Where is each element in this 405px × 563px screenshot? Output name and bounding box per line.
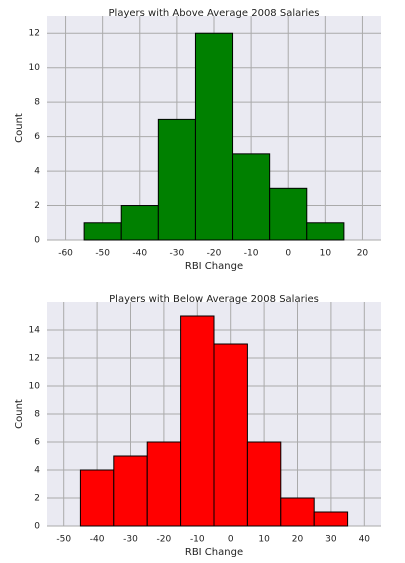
x-tick-label: 30 xyxy=(325,535,337,545)
y-tick-label: 4 xyxy=(34,466,40,476)
x-tick-label: -20 xyxy=(157,535,172,545)
y-tick-label: 12 xyxy=(29,354,40,364)
x-tick-label: 20 xyxy=(292,535,304,545)
bar xyxy=(146,441,182,527)
x-tick-label: -10 xyxy=(244,249,259,259)
x-tick-label: 40 xyxy=(359,535,371,545)
x-tick-label: -40 xyxy=(90,535,105,545)
y-tick-label: 10 xyxy=(29,382,41,392)
y-tick-label: 0 xyxy=(34,236,40,246)
x-tick-label: -10 xyxy=(190,535,205,545)
x-axis-label: RBI Change xyxy=(185,261,243,272)
x-tick-label: -50 xyxy=(95,249,110,259)
x-tick-label: 0 xyxy=(285,249,291,259)
y-tick-label: 10 xyxy=(29,63,41,73)
y-tick-label: 0 xyxy=(34,522,40,532)
y-axis-label: Count xyxy=(14,399,25,429)
x-tick-label: 0 xyxy=(228,535,234,545)
x-tick-label: -20 xyxy=(207,249,222,259)
bar xyxy=(79,469,115,527)
x-tick-label: 10 xyxy=(320,249,332,259)
y-tick-label: 6 xyxy=(34,438,40,448)
y-tick-label: 6 xyxy=(34,132,40,142)
y-tick-label: 2 xyxy=(34,201,40,211)
bar xyxy=(246,441,282,527)
bar xyxy=(232,153,271,241)
y-tick-label: 12 xyxy=(29,29,40,39)
x-tick-label: -30 xyxy=(123,535,138,545)
bar xyxy=(280,497,315,527)
x-tick-label: 20 xyxy=(357,249,369,259)
bar xyxy=(113,455,148,527)
bar xyxy=(306,222,345,241)
bar xyxy=(157,118,196,241)
bar xyxy=(313,511,349,527)
x-tick-label: 10 xyxy=(258,535,270,545)
y-tick-label: 8 xyxy=(34,410,40,420)
bar xyxy=(120,205,159,241)
bar xyxy=(194,32,234,241)
chart-title: Players with Above Average 2008 Salaries xyxy=(109,8,320,19)
y-tick-label: 8 xyxy=(34,98,40,108)
chart-title: Players with Below Average 2008 Salaries xyxy=(109,294,319,305)
y-tick-label: 4 xyxy=(34,167,40,177)
bar xyxy=(83,222,122,241)
y-tick-label: 2 xyxy=(34,494,40,504)
bar xyxy=(213,343,248,527)
x-tick-label: -40 xyxy=(132,249,147,259)
x-tick-label: -60 xyxy=(58,249,73,259)
y-axis-label: Count xyxy=(14,113,25,143)
x-axis-label: RBI Change xyxy=(185,547,243,558)
bar xyxy=(269,187,308,241)
y-tick-label: 14 xyxy=(29,326,41,336)
x-tick-label: -30 xyxy=(170,249,185,259)
bar xyxy=(180,315,215,527)
x-tick-label: -50 xyxy=(56,535,71,545)
